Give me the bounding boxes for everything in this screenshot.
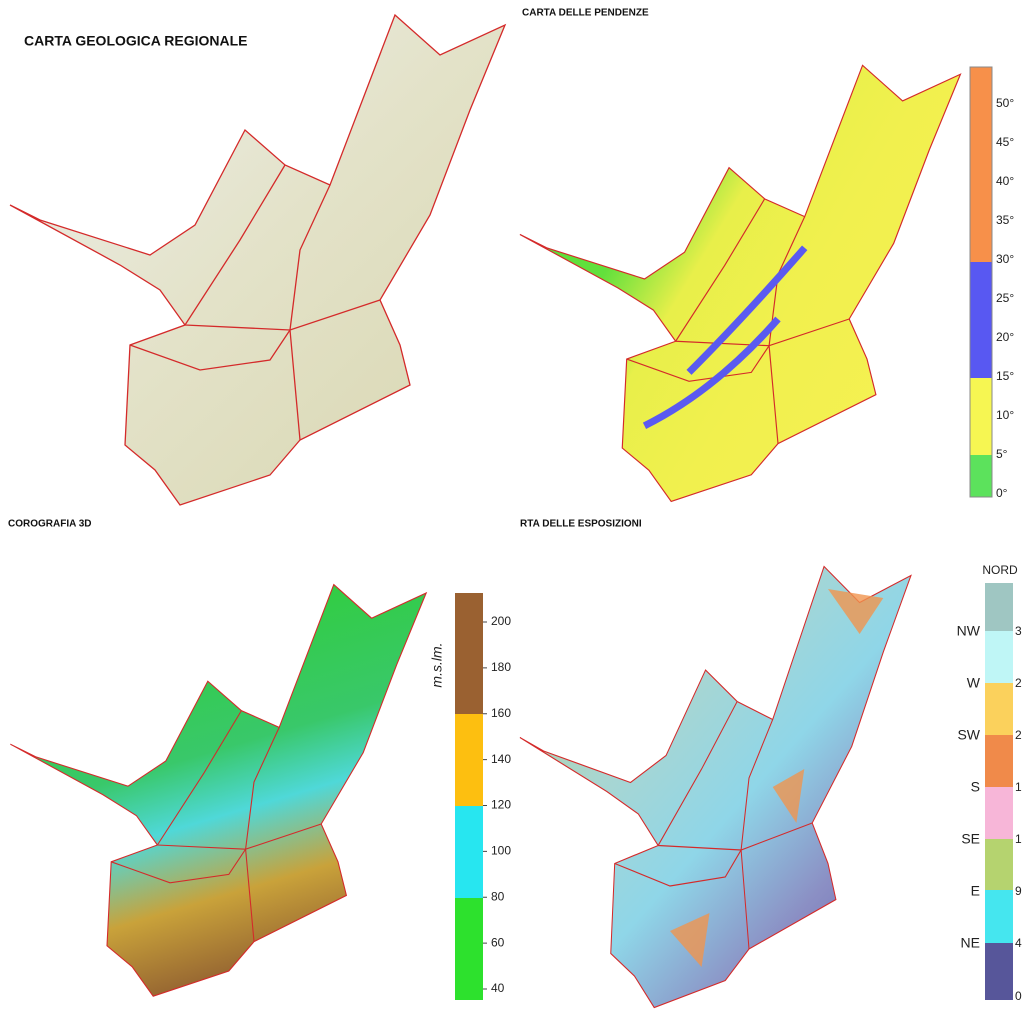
legend-unit: m.s.lm. <box>429 642 445 687</box>
legend-tick-label: 200 <box>491 614 511 628</box>
slope-map <box>519 64 962 503</box>
legend-band <box>970 378 992 455</box>
geologic-map <box>9 14 506 506</box>
legend-tick-label: 120 <box>491 798 511 812</box>
legend-label: 10° <box>996 408 1014 422</box>
legend-band <box>455 898 483 1000</box>
legend-band <box>985 839 1013 890</box>
legend-tick-label: 160 <box>491 706 511 720</box>
legend-direction: SW <box>957 727 980 743</box>
legend-direction: SE <box>961 831 980 847</box>
aspect-legend: NORD <box>982 563 1018 1000</box>
legend-tick-label: 140 <box>491 752 511 766</box>
map-area <box>519 65 961 502</box>
legend-label: 30° <box>996 252 1014 266</box>
legend-label: 45° <box>996 135 1014 149</box>
legend-label: 50° <box>996 96 1014 110</box>
legend-value: 1 <box>1015 780 1022 794</box>
legend-band <box>455 714 483 806</box>
panel-title: COROGRAFIA 3D <box>8 519 92 530</box>
legend-label: 25° <box>996 291 1014 305</box>
legend-tick-label: 180 <box>491 660 511 674</box>
legend-label: 40° <box>996 174 1014 188</box>
legend-frame <box>969 66 993 498</box>
legend-band <box>985 890 1013 943</box>
panel-title: CARTA GEOLOGICA REGIONALE <box>24 33 247 49</box>
legend-value: 2 <box>1015 728 1022 742</box>
legend-value: 2 <box>1015 676 1022 690</box>
legend-tick-label: 80 <box>491 889 505 903</box>
legend-band <box>455 806 483 898</box>
elevation-map <box>9 584 427 997</box>
map-area <box>10 584 427 997</box>
legend-label: 20° <box>996 330 1014 344</box>
elevation-legend: m.s.lm. <box>429 593 483 1000</box>
legend-direction: NE <box>961 935 980 951</box>
legend-band <box>985 683 1013 735</box>
legend-tick-label: 100 <box>491 844 511 858</box>
legend-band <box>985 631 1013 683</box>
legend-label: 35° <box>996 213 1014 227</box>
legend-value: 0 <box>1015 989 1022 1003</box>
legend-direction: NW <box>957 623 981 639</box>
legend-band <box>970 455 992 497</box>
legend-band <box>985 787 1013 839</box>
slope-legend <box>969 66 993 498</box>
legend-direction: S <box>971 779 980 795</box>
slope-zone <box>642 245 808 429</box>
panel-title: RTA DELLE ESPOSIZIONI <box>520 519 642 530</box>
legend-tick-label: 40 <box>491 981 505 995</box>
legend-band <box>985 943 1013 1000</box>
legend-header: NORD <box>982 563 1018 577</box>
legend-tick-label: 60 <box>491 935 505 949</box>
legend-value: 3 <box>1015 624 1022 638</box>
legend-label: 15° <box>996 369 1014 383</box>
legend-band <box>970 262 992 378</box>
legend-band <box>970 67 992 262</box>
legend-label: 5° <box>996 447 1008 461</box>
aspect-map <box>519 565 912 1009</box>
legend-direction: E <box>971 883 980 899</box>
legend-value: 1 <box>1015 832 1022 846</box>
map-area <box>10 15 505 505</box>
legend-band <box>985 735 1013 787</box>
panel-title: CARTA DELLE PENDENZE <box>522 8 649 19</box>
map-area <box>519 566 911 1008</box>
legend-band <box>985 583 1013 631</box>
legend-value: 4 <box>1015 936 1022 950</box>
legend-band <box>455 593 483 714</box>
legend-direction: W <box>967 675 981 691</box>
legend-value: 9 <box>1015 884 1022 898</box>
aspect-zone <box>670 589 884 967</box>
legend-label: 0° <box>996 486 1008 500</box>
